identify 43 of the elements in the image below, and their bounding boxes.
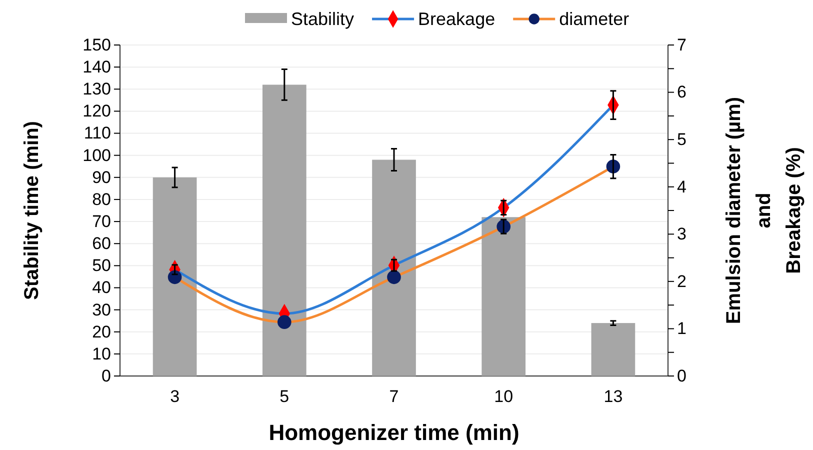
bar [372,160,416,376]
x-axis-title: Homogenizer time (min) [268,420,520,445]
bar [152,177,197,376]
y-tick-label: 0 [102,366,111,386]
y-tick-label: 150 [82,35,111,54]
y-tick-label: 100 [82,146,111,165]
y2-tick-label: 4 [677,177,686,196]
point [168,270,182,284]
y-tick-label: 110 [84,124,111,143]
bar [262,84,306,376]
y2-tick-label: 3 [677,224,686,244]
legend-label: Breakage [418,9,496,29]
bar [591,323,636,376]
y-tick-label: 130 [82,80,111,99]
y2-tick-label: 0 [677,366,686,386]
x-tick-label: 7 [389,387,399,406]
point [387,270,401,284]
x-tick-label: 5 [280,387,290,406]
point [277,315,292,329]
y2-tick-label: 2 [677,272,686,291]
y-tick-label: 70 [92,212,111,231]
y-tick-label: 90 [92,168,111,187]
y-tick-label: 120 [82,102,111,121]
legend-label: diameter [559,9,630,29]
y-tick-label: 30 [92,300,111,320]
y-tick-label: 10 [92,344,111,364]
y2-tick-label: 5 [677,130,686,150]
x-tick-label: 10 [494,387,514,406]
y-tick-label: 40 [92,278,111,298]
y2-tick-label: 1 [677,319,686,338]
y-tick-label: 140 [82,58,111,77]
bar [482,217,526,376]
y-axis-title: Stability time (min) [21,121,43,300]
y-tick-label: 20 [92,322,111,342]
x-tick-label: 13 [604,387,623,406]
legend-label: Stability [291,9,354,29]
y2-axis-title: Emulsion diameter (µm) and Breakage (%) [723,96,805,324]
y-tick-label: 60 [92,234,111,254]
y2-tick-label: 6 [677,82,686,102]
y2-tick-label: 7 [677,35,686,54]
x-tick-label: 3 [170,387,180,406]
y-tick-label: 50 [92,256,111,276]
y-tick-label: 80 [92,190,111,209]
